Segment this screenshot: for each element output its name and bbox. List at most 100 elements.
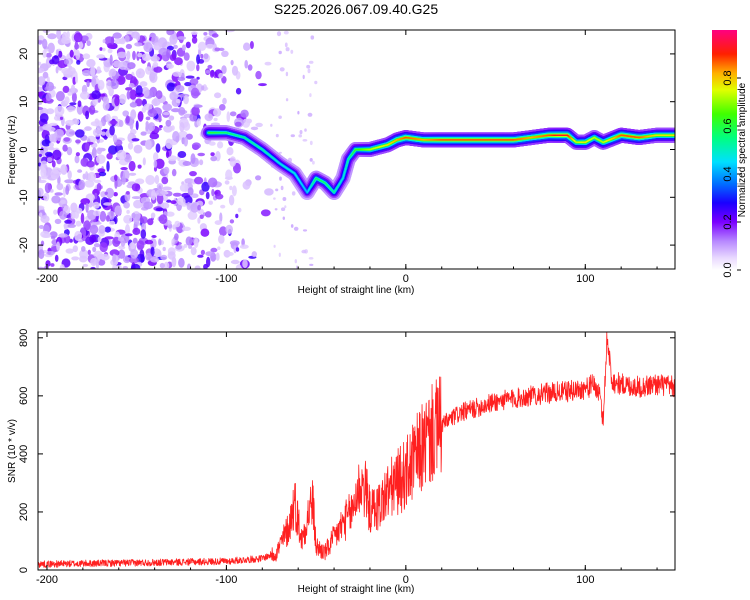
noise-speckle <box>159 262 165 269</box>
noise-speckle <box>199 214 204 219</box>
y-tick-label: 0 <box>18 146 30 152</box>
noise-speckle <box>130 263 141 269</box>
snr-series-line <box>38 332 675 568</box>
noise-speckle <box>153 66 163 73</box>
noise-speckle <box>188 244 193 249</box>
noise-speckle <box>42 30 50 34</box>
noise-speckle <box>152 61 159 68</box>
noise-speckle <box>49 142 54 148</box>
noise-speckle <box>88 105 96 115</box>
noise-speckle <box>229 111 237 117</box>
noise-speckle <box>205 211 212 218</box>
noise-speckle <box>222 97 227 105</box>
noise-speckle <box>63 59 69 65</box>
x-tick-label: 0 <box>403 273 409 285</box>
noise-speckle <box>153 152 159 162</box>
noise-speckle <box>107 48 113 54</box>
noise-speckle <box>279 176 282 181</box>
noise-speckle <box>309 140 313 146</box>
noise-speckle <box>90 257 98 267</box>
noise-speckle <box>112 32 122 39</box>
noise-speckle <box>114 179 118 189</box>
noise-speckle <box>82 263 89 267</box>
noise-speckle <box>92 246 97 253</box>
noise-speckle <box>135 68 145 79</box>
noise-speckle <box>91 77 97 88</box>
noise-speckle <box>165 138 173 150</box>
noise-speckle <box>203 53 209 60</box>
colorbar-tick-label: 0.8 <box>722 70 734 85</box>
noise-speckle <box>209 70 215 78</box>
noise-speckle <box>112 134 118 143</box>
noise-speckle <box>96 147 103 155</box>
noise-speckle <box>284 205 287 209</box>
noise-speckle <box>66 106 76 112</box>
noise-speckle <box>302 139 308 142</box>
noise-speckle <box>40 167 47 178</box>
noise-speckle <box>153 160 158 168</box>
spectrogram-y-label: Frequency (Hz) <box>7 116 18 185</box>
noise-speckle <box>197 204 202 211</box>
noise-speckle <box>96 183 102 192</box>
noise-speckle <box>104 226 112 233</box>
noise-speckle <box>51 133 58 143</box>
noise-speckle <box>278 252 281 257</box>
noise-speckle <box>42 38 48 49</box>
noise-speckle <box>215 193 224 200</box>
noise-speckle <box>308 257 314 260</box>
colorbar-tick-label: 0.6 <box>722 118 734 133</box>
noise-speckle <box>151 98 161 106</box>
noise-speckle <box>54 192 63 196</box>
noise-speckle <box>74 155 80 164</box>
noise-speckle <box>123 214 133 224</box>
y-tick-label: 10 <box>18 96 30 108</box>
noise-speckle <box>109 54 113 66</box>
x-tick-label: 0 <box>403 574 409 586</box>
noise-speckle <box>226 111 231 123</box>
colorbar-tick-label: 0.0 <box>722 262 734 277</box>
colorbar-ticks: 0.0 0.2 0.4 0.6 0.8 <box>722 70 741 278</box>
noise-speckle <box>129 257 139 264</box>
noise-speckle <box>74 119 80 125</box>
noise-speckle <box>126 90 131 100</box>
noise-speckle <box>218 234 225 244</box>
noise-speckle <box>177 36 187 40</box>
noise-speckle <box>89 214 96 220</box>
noise-speckle <box>208 200 213 205</box>
noise-speckle <box>132 227 141 235</box>
noise-speckle <box>210 122 221 126</box>
noise-speckle <box>127 62 136 70</box>
noise-speckle <box>214 92 222 99</box>
noise-speckle <box>247 64 253 71</box>
noise-speckle <box>205 43 215 49</box>
noise-speckle <box>86 40 91 47</box>
noise-speckle <box>302 74 305 80</box>
noise-speckle <box>38 205 45 210</box>
noise-speckle <box>45 92 52 102</box>
noise-speckle <box>69 102 77 106</box>
noise-speckle <box>38 67 45 74</box>
noise-speckle <box>148 122 156 132</box>
noise-speckle <box>299 130 303 135</box>
noise-speckle <box>76 60 81 65</box>
noise-speckle <box>242 180 251 190</box>
noise-speckle <box>47 33 57 40</box>
y-tick-label: 20 <box>18 48 30 60</box>
noise-speckle <box>113 60 122 68</box>
noise-speckle <box>169 91 177 101</box>
noise-speckle <box>136 240 145 250</box>
noise-speckle <box>229 156 237 167</box>
noise-speckle <box>53 209 58 215</box>
noise-speckle <box>233 162 241 174</box>
noise-speckle <box>92 210 101 217</box>
noise-speckle <box>84 180 95 188</box>
noise-speckle <box>197 254 204 258</box>
noise-speckle <box>190 153 196 165</box>
noise-speckle <box>130 109 137 120</box>
noise-speckle <box>49 231 58 239</box>
noise-speckle <box>125 191 130 195</box>
noise-speckle <box>244 59 248 69</box>
noise-speckle <box>235 264 242 269</box>
x-tick-label: -100 <box>215 574 237 586</box>
noise-speckle <box>193 238 199 248</box>
